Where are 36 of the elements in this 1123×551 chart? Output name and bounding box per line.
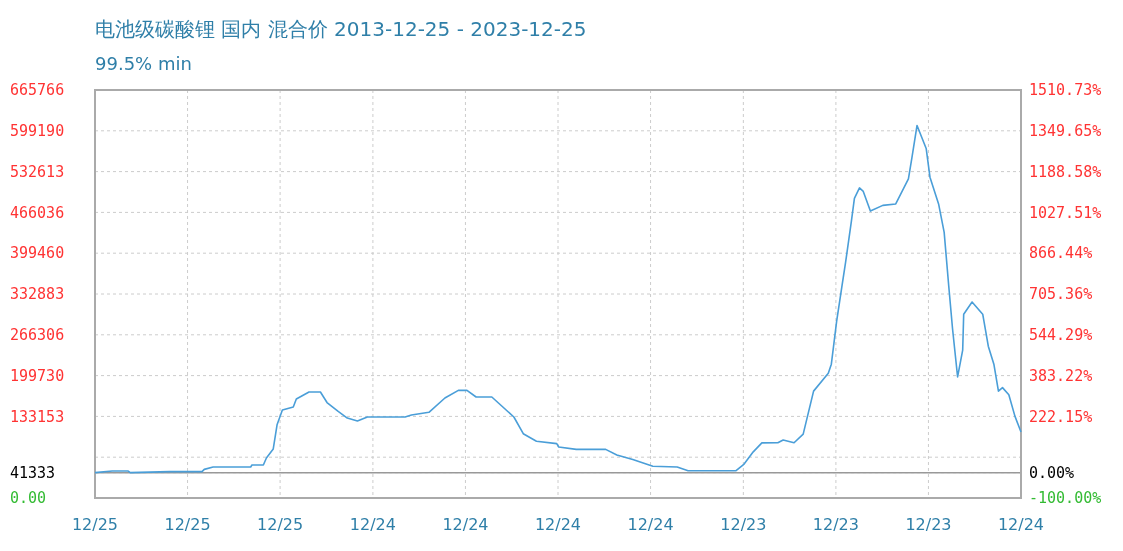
y2-tick-label: 544.29% (1029, 326, 1093, 345)
y-tick-label: 0.00 (10, 489, 47, 508)
x-tick-label: 12/25 (164, 515, 211, 534)
line-series (94, 124, 1022, 474)
x-tick-label: 12/24 (534, 515, 582, 534)
x-tick-label: 12/24 (627, 515, 674, 534)
x-tick-label: 12/25 (71, 515, 119, 534)
x-tick-label: 12/23 (905, 515, 952, 534)
y2-tick-label: 1510.73% (1029, 81, 1102, 100)
x-tick-label: 12/25 (257, 515, 304, 534)
y2-tick-label: -100.00% (1029, 489, 1102, 508)
y-tick-label: 266306 (10, 326, 65, 345)
y-tick-label: 665766 (10, 81, 65, 100)
y2-tick-label: 866.44% (1029, 244, 1093, 263)
y2-tick-label: 1027.51% (1029, 203, 1102, 222)
y2-tick-label: 0.00% (1029, 463, 1075, 482)
y-tick-label: 466036 (10, 203, 65, 222)
y-tick-label: 41333 (10, 463, 56, 482)
x-tick-label: 12/24 (349, 515, 396, 534)
y-tick-label: 599190 (10, 122, 65, 141)
y2-tick-label: 222.15% (1029, 407, 1093, 426)
y2-tick-label: 1349.65% (1029, 122, 1102, 141)
y-tick-label: 532613 (10, 162, 65, 181)
chart-subtitle: 99.5% min (95, 53, 192, 74)
y-tick-label: 133153 (10, 407, 65, 426)
y-tick-label: 332883 (10, 285, 65, 304)
chart-title: 电池级碳酸锂 国内 混合价 2013-12-25 - 2023-12-25 (95, 17, 587, 41)
x-tick-label: 12/24 (442, 515, 489, 534)
x-tick-label: 12/24 (997, 515, 1045, 534)
y2-tick-label: 705.36% (1029, 285, 1093, 304)
x-tick-label: 12/23 (812, 515, 859, 534)
y2-tick-label: 1188.58% (1029, 162, 1102, 181)
x-tick-label: 12/23 (720, 515, 767, 534)
y-tick-label: 399460 (10, 244, 65, 263)
y2-tick-label: 383.22% (1029, 366, 1093, 385)
y-tick-label: 199730 (10, 366, 65, 385)
